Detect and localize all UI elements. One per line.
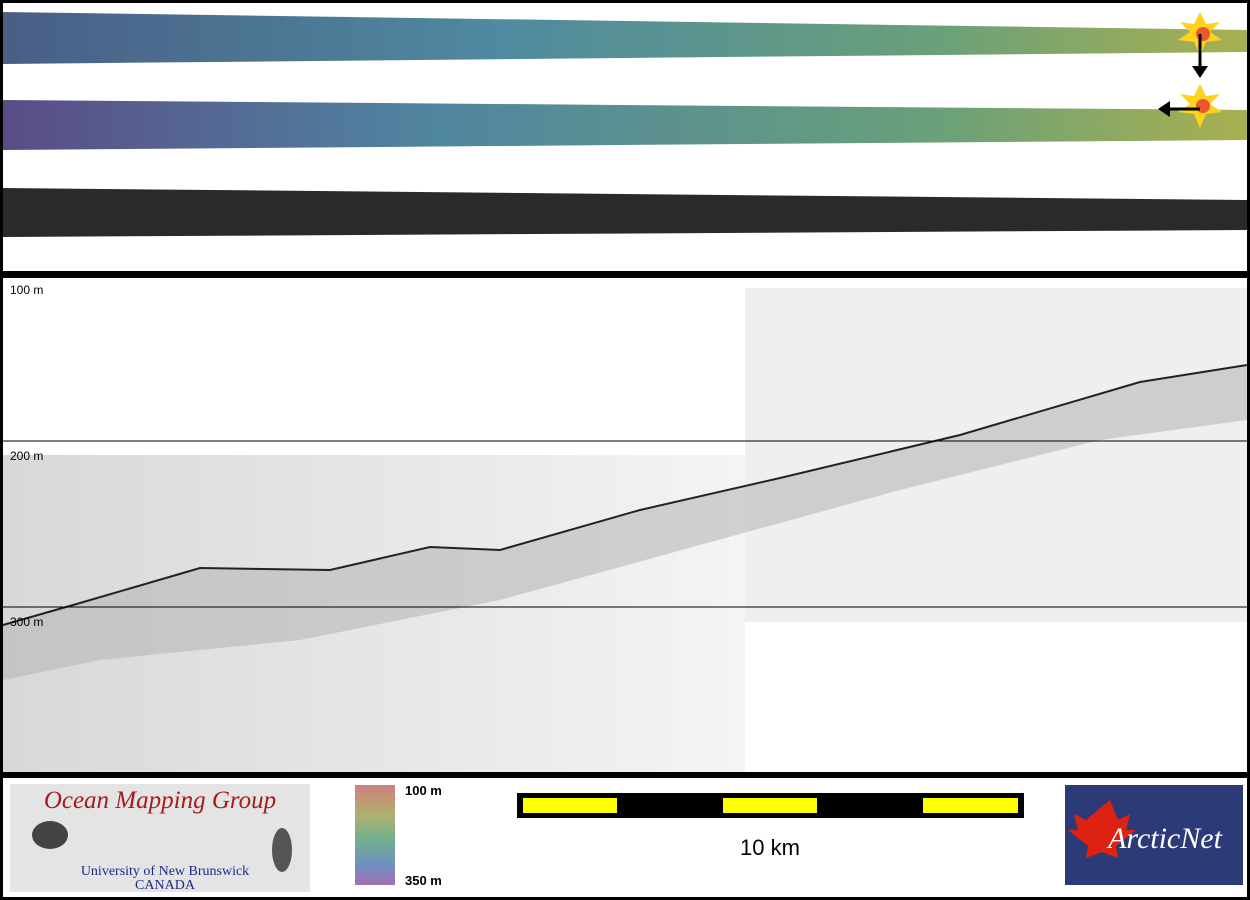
colorbar-label: 350 m [405, 873, 442, 888]
colorbar-label: 100 m [405, 783, 442, 798]
depth-label: 300 m [10, 615, 43, 629]
arcticnet-logo: ArcticNet [1065, 785, 1243, 885]
depth-label: 200 m [10, 449, 43, 463]
logo-country: CANADA [135, 878, 196, 893]
seafloor-line [2, 364, 1248, 626]
scale-bar [517, 793, 1024, 818]
seafloor-return [3, 365, 1247, 680]
bathymetry-swath [3, 100, 1247, 150]
logo-university: University of New Brunswick [81, 864, 249, 879]
depth-label: 100 m [10, 283, 43, 297]
scale-label: 10 km [740, 835, 800, 860]
ogm-logo: Ocean Mapping Group University of New Br… [10, 784, 310, 893]
colorbar [355, 785, 395, 885]
backscatter-swath [3, 188, 1247, 237]
logo-title: Ocean Mapping Group [44, 787, 276, 814]
partner-logo: ArcticNet [1106, 822, 1223, 855]
direction-markers [1158, 12, 1222, 128]
bathymetry-swath [3, 12, 1247, 64]
